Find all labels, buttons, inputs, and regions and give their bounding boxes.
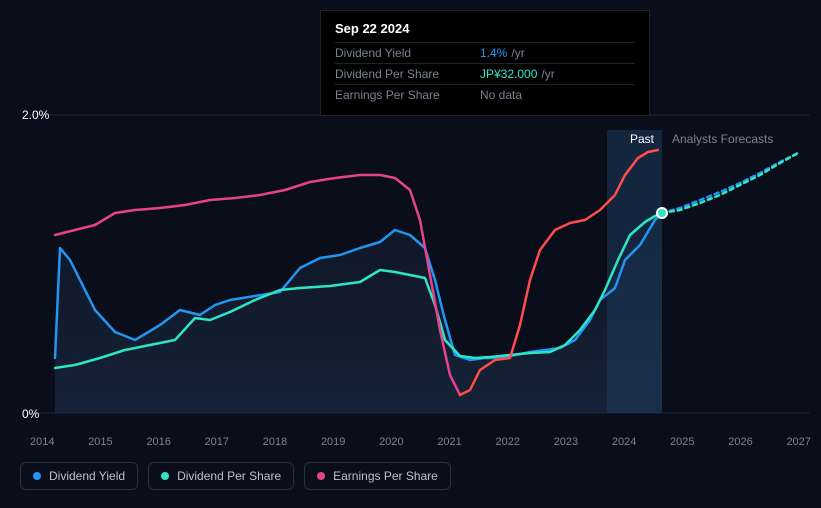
tooltip-date: Sep 22 2024 — [335, 21, 635, 36]
legend-dot-icon — [161, 472, 169, 480]
x-axis-tick: 2023 — [554, 436, 578, 448]
legend-item-label: Earnings Per Share — [333, 469, 438, 483]
tooltip-row-label: Dividend Per Share — [335, 67, 480, 81]
legend-dot-icon — [33, 472, 41, 480]
x-axis-tick: 2015 — [88, 436, 112, 448]
x-axis-tick: 2025 — [670, 436, 694, 448]
legend-dot-icon — [317, 472, 325, 480]
tooltip-row-value: 1.4% — [480, 46, 507, 60]
x-axis-tick: 2016 — [146, 436, 170, 448]
chart-legend: Dividend Yield Dividend Per Share Earnings… — [20, 462, 451, 490]
y-axis-max: 2.0% — [22, 108, 49, 122]
chart-tooltip: Sep 22 2024 Dividend Yield1.4%/yrDividen… — [320, 10, 650, 116]
x-axis-tick: 2026 — [728, 436, 752, 448]
tooltip-row-label: Earnings Per Share — [335, 88, 480, 102]
tooltip-row-suffix: /yr — [511, 46, 524, 60]
tooltip-row: Dividend Yield1.4% /yr — [335, 42, 635, 63]
legend-item-earnings-per-share[interactable]: Earnings Per Share — [304, 462, 451, 490]
x-axis-tick: 2027 — [786, 436, 810, 448]
y-axis-min: 0% — [22, 407, 39, 421]
x-axis-tick: 2021 — [437, 436, 461, 448]
legend-item-label: Dividend Per Share — [177, 469, 281, 483]
x-axis: 2014 2015 2016 2017 2018 2019 2020 2021 2022 2023… — [30, 436, 811, 448]
x-axis-tick: 2018 — [263, 436, 287, 448]
tooltip-row-label: Dividend Yield — [335, 46, 480, 60]
legend-item-label: Dividend Yield — [49, 469, 125, 483]
tooltip-row: Earnings Per ShareNo data — [335, 84, 635, 105]
tooltip-row: Dividend Per ShareJP¥32.000/yr — [335, 63, 635, 84]
x-axis-tick: 2017 — [205, 436, 229, 448]
past-region-label: Past — [630, 132, 654, 146]
legend-item-dividend-yield[interactable]: Dividend Yield — [20, 462, 138, 490]
tooltip-row-suffix: /yr — [541, 67, 554, 81]
x-axis-tick: 2020 — [379, 436, 403, 448]
x-axis-tick: 2022 — [496, 436, 520, 448]
x-axis-tick: 2024 — [612, 436, 636, 448]
legend-item-dividend-per-share[interactable]: Dividend Per Share — [148, 462, 294, 490]
forecast-region-label: Analysts Forecasts — [672, 132, 773, 146]
tooltip-row-value: No data — [480, 88, 522, 102]
dividend-chart: Sep 22 2024 Dividend Yield1.4%/yrDividen… — [0, 0, 821, 508]
tooltip-row-value: JP¥32.000 — [480, 67, 537, 81]
x-axis-tick: 2014 — [30, 436, 54, 448]
x-axis-tick: 2019 — [321, 436, 345, 448]
